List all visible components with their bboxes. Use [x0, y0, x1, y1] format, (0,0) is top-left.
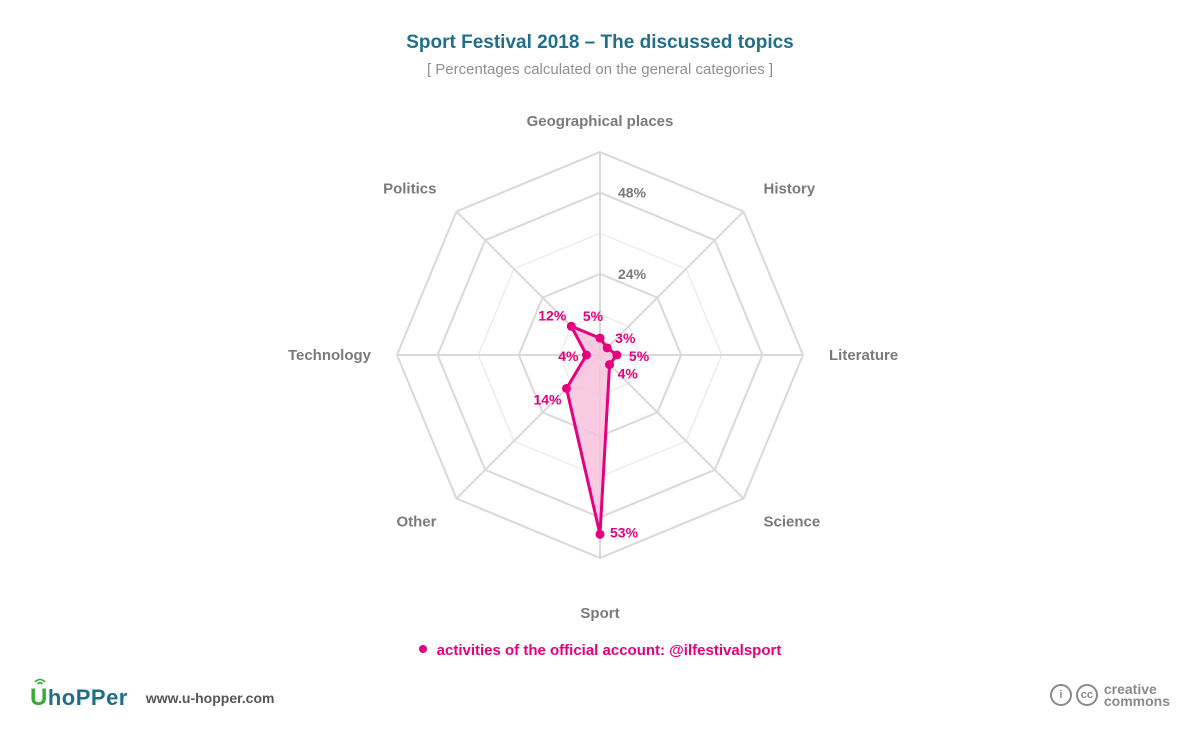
data-label: 14% — [533, 391, 562, 407]
attribution-icon: i — [1049, 684, 1072, 706]
data-point — [602, 343, 612, 353]
data-point — [595, 333, 605, 343]
data-point — [581, 350, 591, 360]
grid-spoke-3 — [599, 354, 745, 500]
cc-text: creative commons — [1103, 681, 1170, 709]
logo-text: hoPPer — [47, 685, 128, 710]
chart-title: Sport Festival 2018 – The discussed topi… — [406, 32, 794, 53]
uhopper-logo: UhoPPer — [30, 678, 128, 712]
chart-legend: activities of the official account: @ilf… — [0, 642, 1200, 659]
chart-subtitle: [ Percentages calculated on the general … — [426, 61, 774, 78]
data-point — [612, 350, 622, 360]
data-point — [595, 529, 605, 539]
data-label: 4% — [618, 366, 639, 382]
website-link[interactable]: www.u-hopper.com — [145, 690, 275, 706]
data-point — [605, 360, 615, 370]
data-point — [566, 321, 576, 331]
cc-icon: cc — [1075, 684, 1098, 706]
category-label: Technology — [288, 347, 372, 364]
axis-tick-label: 24% — [618, 266, 647, 282]
data-label: 3% — [615, 330, 636, 346]
data-label: 53% — [610, 524, 639, 540]
creative-commons-badge: i cc creative commons — [1049, 681, 1170, 709]
axis-tick-label: 48% — [618, 185, 647, 201]
category-label: Politics — [383, 180, 436, 197]
category-label: History — [764, 180, 816, 197]
data-label: 12% — [538, 307, 567, 323]
footer-brand: UhoPPer www.u-hopper.com — [30, 678, 275, 712]
legend-label: activities of the official account: @ilf… — [436, 642, 782, 659]
data-point — [562, 383, 572, 393]
legend-marker — [418, 645, 427, 654]
data-label: 5% — [629, 348, 650, 364]
cc-line-creative: creative — [1103, 681, 1157, 697]
category-label: Literature — [829, 347, 898, 364]
data-label: 5% — [583, 308, 604, 324]
category-label: Other — [396, 514, 436, 531]
category-label: Geographical places — [527, 113, 674, 130]
category-label: Science — [764, 514, 821, 531]
wifi-icon — [34, 678, 46, 685]
cc-line-commons: commons — [1103, 693, 1170, 709]
grid-spoke-1 — [599, 210, 745, 356]
logo-u: U — [30, 684, 48, 711]
category-label: Sport — [580, 605, 619, 622]
data-label: 4% — [558, 348, 579, 364]
